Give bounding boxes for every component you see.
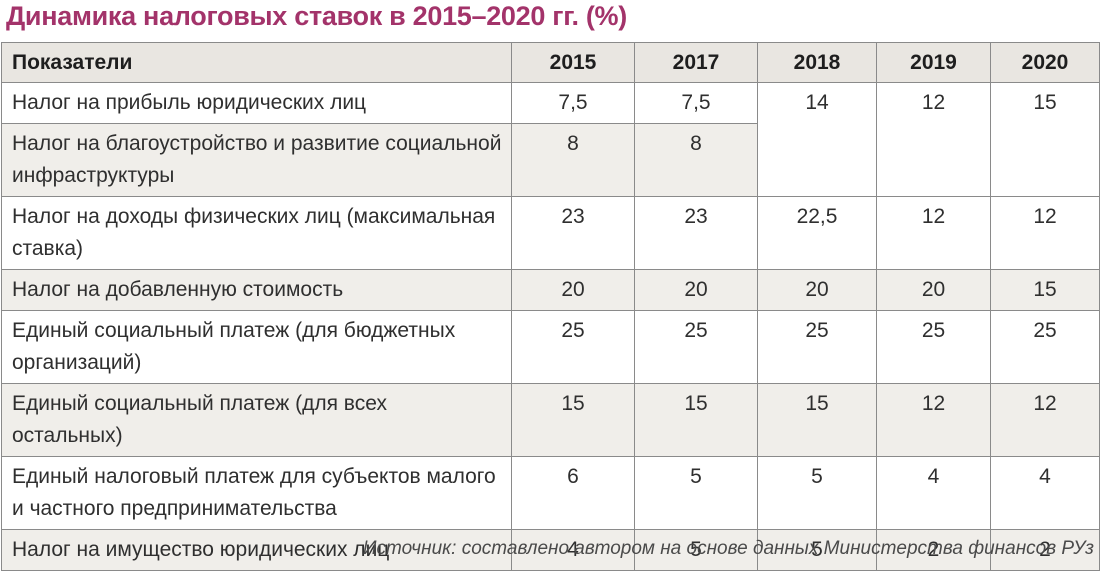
table-cell: 25 <box>990 310 1100 384</box>
page-title: Динамика налоговых ставок в 2015–2020 гг… <box>6 1 627 31</box>
table-cell: 5 <box>757 456 877 530</box>
row-label: Единый социальный платеж (для всех остал… <box>1 383 512 457</box>
table-cell: 7,5 <box>634 82 758 124</box>
table-cell: 22,5 <box>757 196 877 270</box>
source-note: Источник: составлено автором на основе д… <box>362 538 1094 559</box>
table-cell: 8 <box>634 123 758 197</box>
table-cell: 20 <box>757 269 877 311</box>
table-cell: 25 <box>511 310 635 384</box>
header-year: 2015 <box>511 42 635 83</box>
header-indicators: Показатели <box>1 42 512 83</box>
tax-rates-table: Показатели 2015 2017 2018 2019 2020 Нало… <box>1 42 1100 571</box>
header-year: 2018 <box>757 42 877 83</box>
table-cell: 14 <box>757 82 877 197</box>
header-year: 2017 <box>634 42 758 83</box>
table-cell: 12 <box>990 383 1100 457</box>
table-cell: 7,5 <box>511 82 635 124</box>
table-cell: 20 <box>876 269 991 311</box>
table-cell: 12 <box>876 196 991 270</box>
table-cell: 4 <box>876 456 991 530</box>
table-cell: 15 <box>757 383 877 457</box>
row-label: Единый налоговый платеж для субъектов ма… <box>1 456 512 530</box>
table-row: Единый налоговый платеж для субъектов ма… <box>1 456 1100 530</box>
table-row: Единый социальный платеж (для всех остал… <box>1 383 1100 457</box>
table-cell: 23 <box>634 196 758 270</box>
table-cell: 25 <box>876 310 991 384</box>
row-label: Налог на доходы физических лиц (максимал… <box>1 196 512 270</box>
table-row: Налог на добавленную стоимость 20 20 20 … <box>1 269 1100 311</box>
table-cell: 15 <box>634 383 758 457</box>
header-year: 2019 <box>876 42 991 83</box>
table-cell: 6 <box>511 456 635 530</box>
table-cell: 5 <box>634 456 758 530</box>
table-cell: 12 <box>876 383 991 457</box>
header-year: 2020 <box>990 42 1100 83</box>
table-row: Налог на прибыль юридических лиц 7,5 7,5… <box>1 82 1100 197</box>
table-cell: 12 <box>876 82 991 197</box>
row-label: Единый социальный платеж (для бюджетных … <box>1 310 512 384</box>
row-label: Налог на прибыль юридических лиц <box>1 82 512 124</box>
table-row: Единый социальный платеж (для бюджетных … <box>1 310 1100 384</box>
row-label: Налог на благоустройство и развитие соци… <box>1 123 512 197</box>
table-cell: 25 <box>757 310 877 384</box>
table-cell: 20 <box>511 269 635 311</box>
table-cell: 15 <box>990 82 1100 197</box>
table-header-row: Показатели 2015 2017 2018 2019 2020 <box>1 42 1100 83</box>
table-row: Налог на благоустройство и развитие соци… <box>1 123 1100 197</box>
table-cell: 12 <box>990 196 1100 270</box>
table-row: Налог на доходы физических лиц (максимал… <box>1 196 1100 270</box>
row-label: Налог на добавленную стоимость <box>1 269 512 311</box>
table-cell: 20 <box>634 269 758 311</box>
table-cell: 8 <box>511 123 635 197</box>
table-cell: 15 <box>511 383 635 457</box>
table-cell: 25 <box>634 310 758 384</box>
table-cell: 15 <box>990 269 1100 311</box>
table-cell: 23 <box>511 196 635 270</box>
table-cell: 4 <box>990 456 1100 530</box>
